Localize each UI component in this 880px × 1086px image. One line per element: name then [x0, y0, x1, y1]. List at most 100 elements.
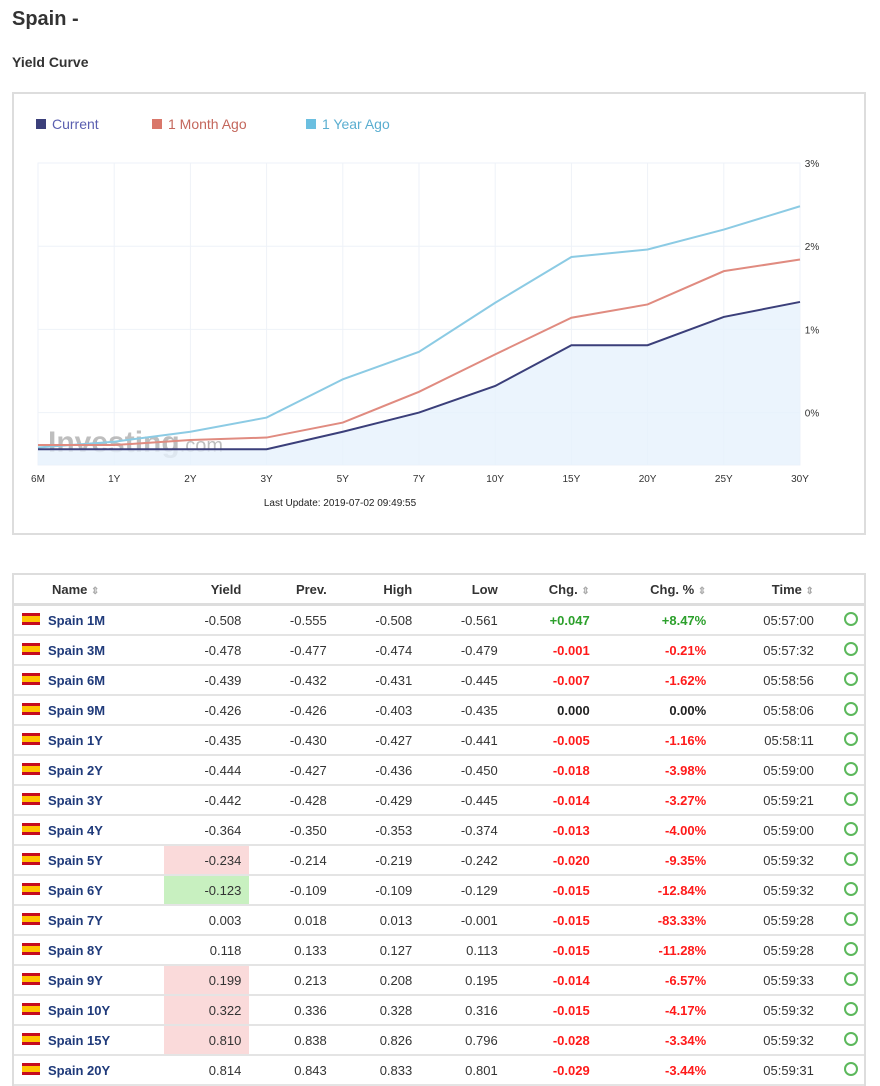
time-cell: 05:58:56: [714, 665, 822, 696]
high-cell: 0.208: [334, 965, 421, 996]
yield-cell: -0.442: [163, 785, 250, 816]
current-area-fill: [38, 301, 800, 465]
chg-pct-cell: -3.98%: [597, 755, 715, 786]
spain-flag-icon: [22, 612, 40, 625]
table-row[interactable]: Spain 15Y 0.810 0.838 0.826 0.796 -0.028…: [14, 1025, 864, 1056]
bond-name-link[interactable]: Spain 6Y: [44, 875, 164, 906]
time-cell: 05:57:32: [714, 635, 822, 666]
bond-name-link[interactable]: Spain 8Y: [44, 935, 164, 966]
page-title[interactable]: Spain -: [12, 8, 79, 30]
chg-cell: -0.015: [505, 935, 598, 966]
bond-name-link[interactable]: Spain 10Y: [44, 995, 164, 1026]
bond-name-link[interactable]: Spain 1Y: [44, 725, 164, 756]
clock-icon: [844, 611, 858, 626]
legend-item-1-year-ago[interactable]: 1 Year Ago: [306, 116, 390, 132]
x-tick-label: 3Y: [260, 474, 273, 485]
flag-cell: [14, 604, 44, 636]
table-row[interactable]: Spain 10Y 0.322 0.336 0.328 0.316 -0.015…: [14, 995, 864, 1026]
status-cell: [821, 905, 864, 936]
y-tick-label: 0%: [805, 409, 820, 420]
low-cell: -0.435: [420, 695, 506, 726]
chart-plot: 6M 1Y 2Y 3Y 5Y 7Y 10Y 15Y 20Y 25Y 30Y0%1%2%3%Inves…: [31, 159, 820, 509]
column-header-low[interactable]: Low: [420, 575, 506, 606]
flag-cell: [14, 785, 44, 816]
table-row[interactable]: Spain 3Y -0.442 -0.428 -0.429 -0.445 -0.…: [14, 785, 864, 816]
time-cell: 05:59:00: [714, 815, 822, 846]
high-cell: -0.474: [334, 635, 421, 666]
legend-swatch: [306, 119, 316, 129]
column-header-time[interactable]: Time ⇕: [714, 575, 822, 606]
y-tick-label: 3%: [805, 159, 820, 170]
high-cell: 0.127: [334, 935, 421, 966]
status-header: [821, 575, 864, 606]
legend-label: Current: [52, 116, 99, 132]
bond-name-link[interactable]: Spain 9Y: [44, 965, 164, 996]
high-cell: -0.403: [334, 695, 421, 726]
table-row[interactable]: Spain 2Y -0.444 -0.427 -0.436 -0.450 -0.…: [14, 755, 864, 786]
flag-cell: [14, 665, 44, 696]
table-row[interactable]: Spain 1Y -0.435 -0.430 -0.427 -0.441 -0.…: [14, 725, 864, 756]
chg-cell: -0.020: [505, 845, 598, 876]
spain-flag-icon: [22, 1002, 40, 1015]
clock-icon: [844, 1001, 858, 1016]
bond-name-link[interactable]: Spain 6M: [44, 665, 164, 696]
x-tick-label: 10Y: [486, 474, 504, 485]
spain-flag-icon: [22, 672, 40, 685]
column-header-name[interactable]: Name ⇕: [44, 575, 164, 606]
table-row[interactable]: Spain 6Y -0.123 -0.109 -0.109 -0.129 -0.…: [14, 875, 864, 906]
series-line-current: [38, 300, 801, 451]
x-tick-label: 20Y: [639, 474, 657, 485]
bond-name-link[interactable]: Spain 5Y: [44, 845, 164, 876]
bond-name-link[interactable]: Spain 7Y: [44, 905, 164, 936]
sort-icon: ⇕: [91, 585, 100, 597]
spain-flag-icon: [22, 882, 40, 895]
bond-name-link[interactable]: Spain 3M: [44, 635, 164, 666]
spain-flag-icon: [22, 912, 40, 925]
clock-icon: [844, 941, 858, 956]
low-cell: -0.479: [420, 635, 506, 666]
column-header-high[interactable]: High: [334, 575, 421, 606]
status-cell: [821, 725, 864, 756]
column-header-prev[interactable]: Prev.: [249, 575, 335, 606]
table-row[interactable]: Spain 8Y 0.118 0.133 0.127 0.113 -0.015 …: [14, 935, 864, 966]
table-row[interactable]: Spain 9Y 0.199 0.213 0.208 0.195 -0.014 …: [14, 965, 864, 996]
flag-header: [14, 575, 44, 606]
chg-cell: -0.018: [505, 755, 598, 786]
column-header-chg-pct[interactable]: Chg. % ⇕: [597, 575, 715, 606]
time-cell: 05:59:00: [714, 755, 822, 786]
low-cell: -0.445: [420, 785, 506, 816]
bond-name-link[interactable]: Spain 4Y: [44, 815, 164, 846]
yield-cell: 0.003: [163, 905, 250, 936]
table-row[interactable]: Spain 3M -0.478 -0.477 -0.474 -0.479 -0.…: [14, 635, 864, 666]
table-row[interactable]: Spain 6M -0.439 -0.432 -0.431 -0.445 -0.…: [14, 665, 864, 696]
bond-name-link[interactable]: Spain 1M: [44, 604, 164, 636]
bond-name-link[interactable]: Spain 9M: [44, 695, 164, 726]
clock-icon: [844, 851, 858, 866]
chg-cell: -0.014: [505, 965, 598, 996]
clock-icon: [844, 731, 858, 746]
flag-cell: [14, 635, 44, 666]
time-cell: 05:59:28: [714, 905, 822, 936]
prev-cell: -0.427: [249, 755, 335, 786]
legend-item-1-month-ago[interactable]: 1 Month Ago: [152, 116, 247, 132]
column-header-chg[interactable]: Chg. ⇕: [505, 575, 598, 606]
bond-name-link[interactable]: Spain 15Y: [44, 1025, 164, 1056]
table-row[interactable]: Spain 1M -0.508 -0.555 -0.508 -0.561 +0.…: [14, 604, 864, 636]
table-row[interactable]: Spain 7Y 0.003 0.018 0.013 -0.001 -0.015…: [14, 905, 864, 936]
spain-flag-icon: [22, 732, 40, 745]
table-row[interactable]: Spain 9M -0.426 -0.426 -0.403 -0.435 0.0…: [14, 695, 864, 726]
column-header-yield[interactable]: Yield: [163, 575, 250, 606]
table-row[interactable]: Spain 5Y -0.234 -0.214 -0.219 -0.242 -0.…: [14, 845, 864, 876]
bond-name-link[interactable]: Spain 2Y: [44, 755, 164, 786]
prev-cell: -0.109: [249, 875, 335, 906]
flag-cell: [14, 755, 44, 786]
yield-cell: -0.478: [163, 635, 250, 666]
flag-cell: [14, 725, 44, 756]
low-cell: -0.441: [420, 725, 506, 756]
clock-icon: [844, 971, 858, 986]
table-row[interactable]: Spain 4Y -0.364 -0.350 -0.353 -0.374 -0.…: [14, 815, 864, 846]
flag-cell: [14, 905, 44, 936]
bond-name-link[interactable]: Spain 3Y: [44, 785, 164, 816]
legend-item-current[interactable]: Current: [36, 116, 99, 132]
y-tick-label: 1%: [805, 325, 820, 336]
